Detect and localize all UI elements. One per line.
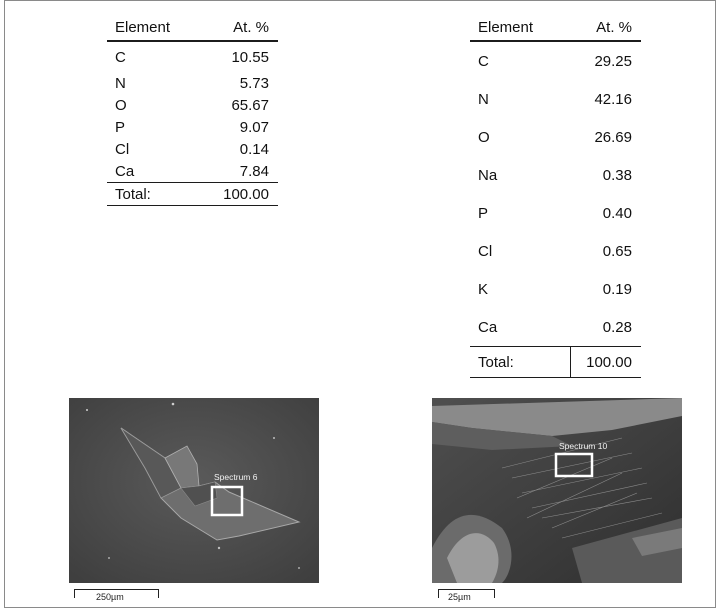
spectrum-label: Spectrum 10: [559, 441, 607, 451]
table-row: N 5.73: [107, 72, 278, 94]
element-cell: K: [478, 280, 489, 298]
eds-table-left: Element At. % C 10.55 N 5.73 O 65.67 P 9.07 …: [107, 14, 278, 206]
table-row: O 26.69: [470, 118, 641, 156]
spectrum-label: Spectrum 6: [214, 472, 258, 482]
table-row: N 42.16: [470, 80, 641, 118]
scale-bar-right: [438, 589, 495, 598]
element-cell: C: [115, 48, 126, 66]
element-cell: O: [115, 96, 127, 114]
header-element: Element: [107, 14, 211, 42]
total-value: 100.00: [570, 346, 641, 378]
table-row: Cl 0.14: [107, 138, 278, 160]
element-cell: Ca: [115, 162, 135, 180]
figure-frame: [4, 0, 716, 608]
value-cell: 26.69: [594, 128, 632, 146]
total-value: 100.00: [211, 182, 278, 206]
value-cell: 29.25: [594, 52, 632, 70]
value-cell: 0.40: [602, 204, 632, 222]
value-cell: 42.16: [594, 90, 632, 108]
table-row: Ca 7.84: [107, 160, 278, 183]
element-cell: Na: [478, 166, 498, 184]
table-row: C 10.55: [107, 41, 278, 72]
element-cell: Cl: [115, 140, 130, 158]
value-cell: 5.73: [239, 74, 269, 92]
element-cell: Ca: [478, 318, 498, 336]
table-row: O 65.67: [107, 94, 278, 116]
table-header-row: Element At. %: [107, 14, 278, 42]
header-element: Element: [470, 14, 571, 42]
value-cell: 7.84: [239, 162, 269, 180]
element-cell: C: [478, 52, 489, 70]
table-total-row: Total: 100.00: [107, 182, 278, 206]
value-cell: 0.14: [239, 140, 269, 158]
spectrum-box: [210, 485, 244, 517]
table-row: C 29.25: [470, 41, 641, 80]
value-cell: 0.19: [602, 280, 632, 298]
sem-image-right: Spectrum 10: [432, 398, 682, 583]
element-cell: P: [115, 118, 126, 136]
element-cell: N: [115, 74, 126, 92]
table-row: Na 0.38: [470, 156, 641, 194]
element-cell: Cl: [478, 242, 493, 260]
spectrum-box: [554, 452, 594, 478]
scale-bar-left: [74, 589, 159, 598]
scale-label-right: 25µm: [448, 592, 471, 602]
table-row: K 0.19: [470, 270, 641, 308]
table-row: Ca 0.28: [470, 308, 641, 347]
scale-label-left: 250µm: [96, 592, 124, 602]
element-cell: N: [478, 90, 489, 108]
header-at-percent: At. %: [211, 14, 278, 42]
value-cell: 9.07: [239, 118, 269, 136]
total-label: Total:: [107, 182, 211, 206]
eds-table-right: Element At. % C 29.25 N 42.16 O 26.69 Na 0.3…: [470, 14, 641, 378]
table-header-row: Element At. %: [470, 14, 641, 42]
element-cell: P: [478, 204, 489, 222]
table-row: P 9.07: [107, 116, 278, 138]
value-cell: 0.65: [602, 242, 632, 260]
value-cell: 65.67: [231, 96, 269, 114]
total-label: Total:: [470, 346, 571, 378]
table-total-row: Total: 100.00: [470, 346, 641, 378]
value-cell: 0.28: [602, 318, 632, 336]
value-cell: 0.38: [602, 166, 632, 184]
element-cell: O: [478, 128, 490, 146]
value-cell: 10.55: [231, 48, 269, 66]
table-row: Cl 0.65: [470, 232, 641, 270]
header-at-percent: At. %: [570, 14, 641, 42]
sem-image-left: Spectrum 6: [69, 398, 319, 583]
table-row: P 0.40: [470, 194, 641, 232]
